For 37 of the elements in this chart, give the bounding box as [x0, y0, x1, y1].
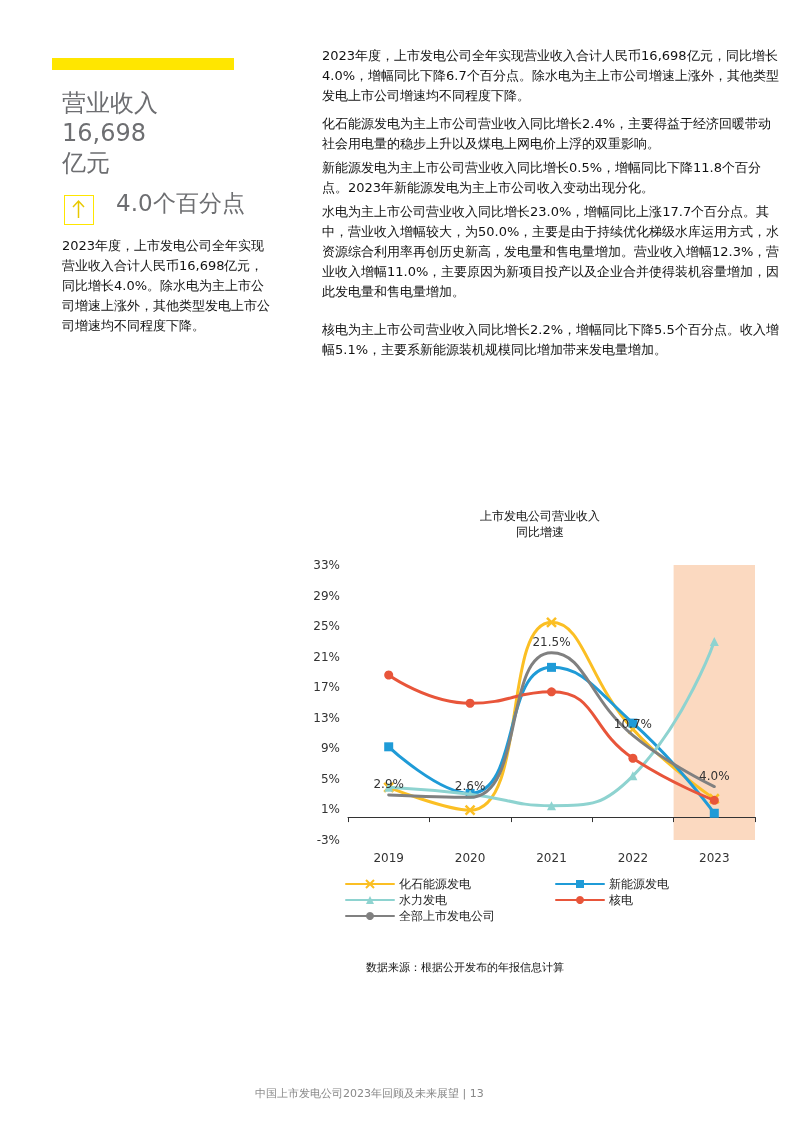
data-label: 2.6%: [454, 779, 486, 794]
text: 核电为主上市公司营业收入同比增长2.2%，增幅同比下降5.5个百分点。收入增幅5.1%，主要系新能源装机规模同比增加带来发电量增加。: [322, 321, 780, 359]
chart-title: 上市发电公司营业收入同比增速: [480, 509, 600, 539]
text: 水电为主上市公司营业收入同比增长23.0%，增幅同比上涨17.7个百分点。其中，营业收入增幅较大，为50.0%，主要是由于持续优化梯级水库运用方式，水资源综合利用率再创历史新高，发电量和售电量增加。营业收入增幅12.3%，营业收入增幅11.0%，主要原因为新项目投产以及企业合并使得装机容量增加，因此发电量和售电量增加。: [322, 203, 781, 301]
source-note: 数据来源：根据公开发布的年报信息计算: [366, 960, 565, 976]
legend-label: 核电: [608, 893, 633, 907]
y-tick-label: 17%: [313, 680, 340, 695]
text: 化石能源发电为主上市公司营业收入同比增长2.4%，主要得益于经济回暖带动社会用电量的稳步上升以及煤电上网电价上浮的双重影响。: [322, 115, 773, 153]
y-tick-label: 21%: [313, 649, 340, 664]
text: 中国上市发电公司2023年回顾及未来展望 | 13: [255, 1086, 485, 1102]
data-label: 4.0%: [699, 768, 730, 783]
legend-label: 水力发电: [399, 893, 447, 907]
y-tick-label: 5%: [320, 771, 340, 786]
y-tick-label: 13%: [313, 710, 340, 725]
y-tick-label: 9%: [320, 741, 340, 756]
y-tick-label: 33%: [313, 558, 340, 572]
legend-label: 新能源发电: [609, 877, 669, 891]
data-label: 21.5%: [532, 634, 571, 649]
text: 营业收入: [62, 88, 159, 118]
x-tick-label: 2021: [536, 851, 567, 865]
x-tick-label: 2019: [373, 851, 404, 865]
x-tick-label: 2023: [699, 851, 730, 865]
x-tick-label: 2020: [454, 851, 486, 865]
legend-label: 化石能源发电: [399, 877, 471, 891]
y-tick-label: 25%: [313, 619, 340, 634]
text: 新能源发电为主上市公司营业收入同比增长0.5%，增幅同比下降11.8个百分点。2023年新能源发电为主上市公司收入变动出现分化。: [322, 159, 762, 197]
text: 亿元: [62, 148, 111, 178]
y-tick-label: 1%: [320, 802, 340, 817]
text: 2023年度，上市发电公司全年实现营业收入合计人民币16,698亿元，同比增长4.0%。除水电为主上市公司增速上涨外，其他类型发电上市公司增速均不同程度下降。: [62, 237, 271, 335]
y-tick-label: -3%: [316, 833, 340, 847]
text: 4.0个百分点: [116, 189, 246, 218]
y-tick-label: 29%: [313, 588, 340, 603]
data-label: 2.9%: [373, 776, 404, 791]
text: 2023年度，上市发电公司全年实现营业收入合计人民币16,698亿元，同比增长4.0%，增幅同比下降6.7个百分点。除水电为主上市公司增速上涨外，其他类型发电上市公司增速均不同程度下降。: [322, 47, 780, 105]
x-tick-label: 2022: [617, 851, 649, 865]
legend-label: 全部上市发电公司: [399, 909, 495, 923]
text: 16,698: [62, 118, 147, 148]
